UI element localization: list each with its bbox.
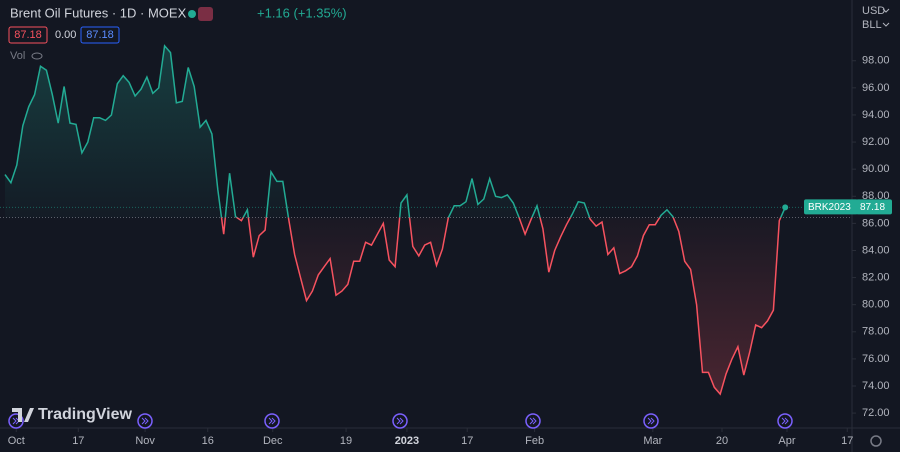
x-tick-label: 19 (340, 435, 352, 447)
price-line (4, 44, 786, 396)
x-tick-label: 17 (841, 435, 853, 447)
event-icon-arrow (781, 417, 789, 425)
settings-icon[interactable] (870, 435, 882, 447)
unit[interactable]: BLL (862, 19, 882, 31)
bid: 87.18 (14, 29, 42, 41)
dropdown-arrows (882, 8, 890, 27)
bid-box (8, 26, 48, 44)
y-tick-label: 96.00 (862, 82, 890, 94)
x-tick-label: Mar (643, 435, 662, 447)
x-tick-label: 2023 (395, 435, 419, 447)
y-tick-label: 84.00 (862, 244, 890, 256)
x-tick-label: 20 (716, 435, 728, 447)
y-tick-label: 76.00 (862, 353, 890, 365)
event-icon-arrow (647, 417, 655, 425)
volume-label: Vol (10, 50, 25, 62)
x-tick-label: Oct (8, 435, 25, 447)
currency[interactable]: USD (862, 5, 885, 17)
ask-box (80, 26, 120, 44)
y-tick-label: 72.00 (862, 407, 890, 419)
series-name: BRK2023 (808, 202, 851, 213)
y-tick-label: 88.00 (862, 190, 890, 202)
y-tick-label: 90.00 (862, 163, 890, 175)
hide-icon[interactable] (31, 52, 43, 60)
status-badge (198, 7, 213, 21)
x-tick-label: 17 (461, 435, 473, 447)
y-tick-label: 98.00 (862, 55, 890, 67)
ask: 87.18 (86, 29, 114, 41)
event-icon-arrow (529, 417, 537, 425)
y-tick-label: 82.00 (862, 271, 890, 283)
x-tick-label: Dec (263, 435, 283, 447)
symbol-title: Brent Oil Futures · 1D · MOEX (10, 5, 187, 20)
x-tick-label: Nov (135, 435, 155, 447)
baseline-area (5, 45, 786, 395)
x-tick-label: 17 (72, 435, 84, 447)
price-tag-value: 87.18 (860, 202, 885, 213)
brand: TradingView (38, 406, 133, 423)
y-tick-label: 74.00 (862, 380, 890, 392)
series-tag (804, 199, 858, 215)
y-tick-label: 80.00 (862, 299, 890, 311)
x-tick-label: Feb (525, 435, 544, 447)
y-tick-label: 86.00 (862, 217, 890, 229)
y-tick-label: 92.00 (862, 136, 890, 148)
event-icon-arrow (396, 417, 404, 425)
y-tick-label: 94.00 (862, 109, 890, 121)
event-icon-arrow (141, 417, 149, 425)
price-tag (856, 199, 892, 215)
price-change: +1.16 (+1.35%) (257, 5, 347, 20)
x-tick-label: Apr (778, 435, 795, 447)
plot: 72.00 74.00 76.00 78.00 80.00 82.00 84.00 86.00… (0, 44, 892, 447)
y-tick-label: 78.00 (862, 326, 890, 338)
x-tick-label: 16 (202, 435, 214, 447)
brand-logo (12, 408, 34, 422)
status-dot (188, 10, 196, 18)
last-point (782, 204, 789, 211)
spread: 0.00 (55, 29, 76, 41)
event-icon-arrow (268, 417, 276, 425)
